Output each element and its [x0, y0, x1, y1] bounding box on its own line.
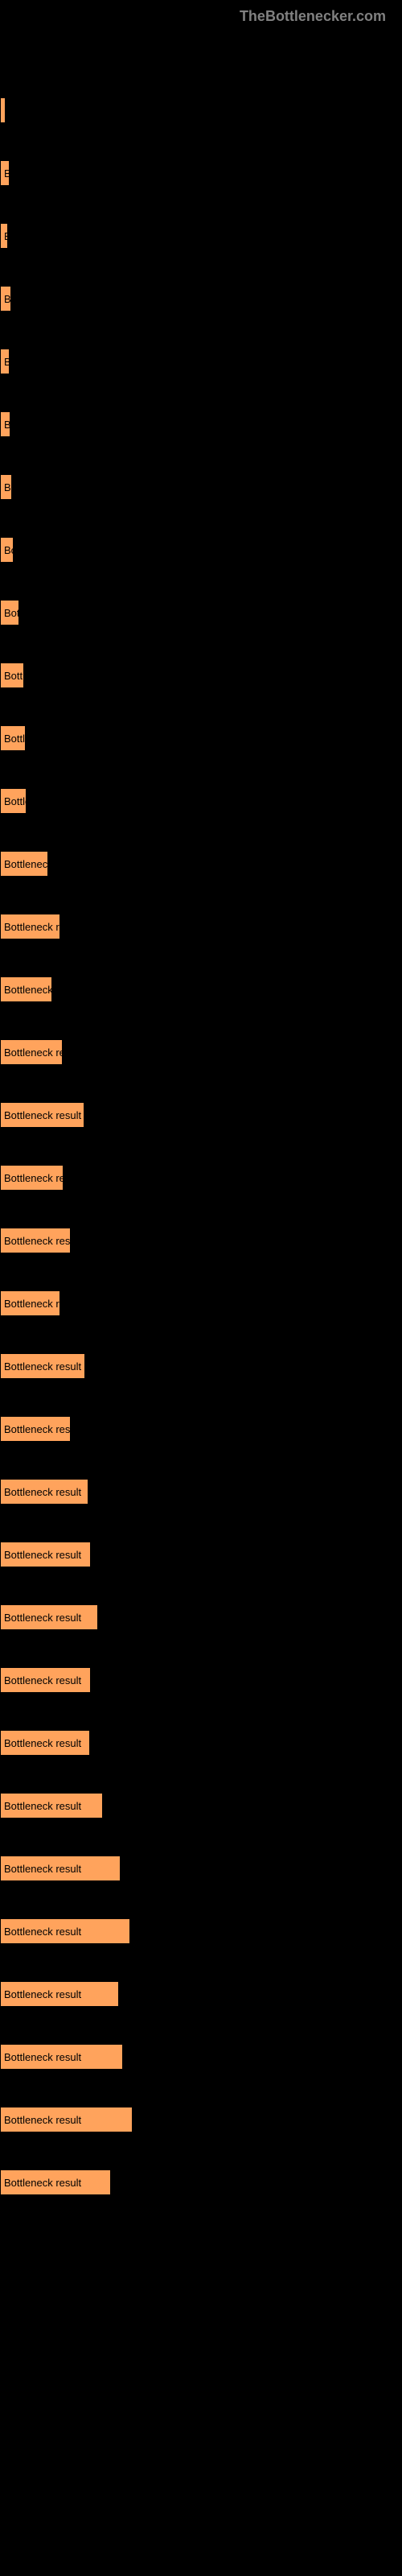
bar-row: Bottleneck result	[0, 1479, 402, 1505]
bar: Bottleneck result	[0, 725, 26, 751]
bar-row: Bottleneck result	[0, 474, 402, 500]
bar-row: Bottleneck result	[0, 2044, 402, 2070]
bar: Bottleneck result	[0, 1416, 71, 1442]
bar-row: Bottleneck result	[0, 1102, 402, 1128]
bar: Bottleneck result	[0, 1793, 103, 1818]
bar: Bottleneck result	[0, 1102, 84, 1128]
bar: Bottleneck result	[0, 1165, 64, 1191]
bar-row: Bottleneck result	[0, 1981, 402, 2007]
bar: Bottleneck result	[0, 160, 10, 186]
bar-row: Bottleneck result	[0, 663, 402, 688]
bar-row: Bottleneck result	[0, 286, 402, 312]
bar-row: Bottleneck result	[0, 1290, 402, 1316]
bar: Bottleneck result	[0, 2107, 133, 2132]
bar-row: Bottleneck result	[0, 1165, 402, 1191]
bar-row: Bottleneck result	[0, 1604, 402, 1630]
bar-row: Bottleneck result	[0, 1793, 402, 1818]
bar: Bottleneck result	[0, 2044, 123, 2070]
bar-row: Bottleneck result	[0, 2169, 402, 2195]
bar-row: Bottleneck result	[0, 1667, 402, 1693]
bar: Bottleneck result	[0, 286, 11, 312]
bar: Bottleneck result	[0, 349, 10, 374]
bar: Bottleneck result	[0, 97, 6, 123]
bar-row: Bottleneck result	[0, 1416, 402, 1442]
bar: Bottleneck result	[0, 223, 8, 249]
bar-row: Bottleneck result	[0, 914, 402, 939]
bar-row: Bottleneck result	[0, 851, 402, 877]
bar-row: Bottleneck result	[0, 411, 402, 437]
bar: Bottleneck result	[0, 1981, 119, 2007]
bar: Bottleneck result	[0, 411, 10, 437]
bar-row: Bottleneck result	[0, 1856, 402, 1881]
bar: Bottleneck result	[0, 1730, 90, 1756]
bar-row: Bottleneck result	[0, 1918, 402, 1944]
bar-row: Bottleneck result	[0, 97, 402, 123]
bar-row: Bottleneck result	[0, 976, 402, 1002]
bottleneck-chart: Bottleneck result Bottleneck result Bottle…	[0, 33, 402, 2248]
bar-row: Bottleneck result	[0, 1730, 402, 1756]
bar: Bottleneck result	[0, 1542, 91, 1567]
bar-row: Bottleneck result	[0, 1039, 402, 1065]
bar: Bottleneck result	[0, 851, 48, 877]
bar: Bottleneck result	[0, 914, 60, 939]
bar: Bottleneck result	[0, 1039, 63, 1065]
bar-row: Bottleneck result	[0, 725, 402, 751]
bar-row: Bottleneck result	[0, 788, 402, 814]
bar-row: Bottleneck result	[0, 349, 402, 374]
bar-row: Bottleneck result	[0, 600, 402, 625]
bar: Bottleneck result	[0, 1667, 91, 1693]
site-name: TheBottlenecker.com	[240, 8, 386, 24]
bar: Bottleneck result	[0, 600, 19, 625]
bar: Bottleneck result	[0, 1604, 98, 1630]
site-header: TheBottlenecker.com	[0, 0, 402, 33]
bar-row: Bottleneck result	[0, 160, 402, 186]
bar: Bottleneck result	[0, 537, 14, 563]
bar: Bottleneck result	[0, 1353, 85, 1379]
bar: Bottleneck result	[0, 788, 27, 814]
bar-row: Bottleneck result	[0, 1353, 402, 1379]
bar: Bottleneck result	[0, 976, 52, 1002]
bar-row: Bottleneck result	[0, 1542, 402, 1567]
bar: Bottleneck result	[0, 474, 12, 500]
bar-row: Bottleneck result	[0, 223, 402, 249]
bar: Bottleneck result	[0, 1290, 60, 1316]
bar-row: Bottleneck result	[0, 537, 402, 563]
bar: Bottleneck result	[0, 1479, 88, 1505]
bar: Bottleneck result	[0, 1856, 121, 1881]
bar-row: Bottleneck result	[0, 1228, 402, 1253]
bar: Bottleneck result	[0, 663, 24, 688]
bar-row: Bottleneck result	[0, 2107, 402, 2132]
bar: Bottleneck result	[0, 2169, 111, 2195]
bar: Bottleneck result	[0, 1918, 130, 1944]
bar: Bottleneck result	[0, 1228, 71, 1253]
